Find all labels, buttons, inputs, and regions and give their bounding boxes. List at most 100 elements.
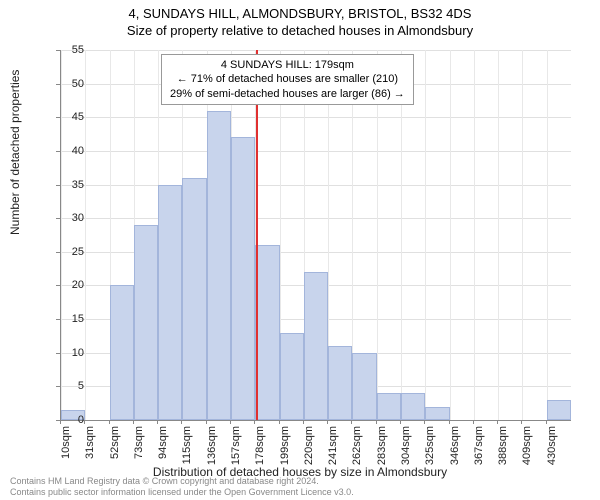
xtick-label: 31sqm [84, 426, 96, 466]
annotation-line-3: 29% of semi-detached houses are larger (… [170, 88, 405, 100]
xtick-label: 220sqm [303, 426, 315, 466]
gridline-v [377, 50, 378, 420]
annotation-line-1: 4 SUNDAYS HILL: 179sqm [221, 59, 354, 71]
ytick [56, 353, 60, 354]
plot-area: 4 SUNDAYS HILL: 179sqm ← 71% of detached … [60, 50, 571, 421]
ytick-label: 0 [78, 414, 84, 426]
ytick-label: 15 [72, 313, 84, 325]
gridline-v [450, 50, 451, 420]
histogram-bar [280, 333, 304, 420]
xtick-label: 430sqm [546, 426, 558, 466]
gridline-h [61, 50, 571, 51]
xtick [449, 420, 450, 424]
xtick [376, 420, 377, 424]
gridline-v [61, 50, 62, 420]
gridline-v [522, 50, 523, 420]
histogram-bar [134, 225, 158, 420]
histogram-bar [207, 111, 231, 420]
xtick-label: 52sqm [109, 426, 121, 466]
gridline-v [425, 50, 426, 420]
histogram-chart: 4, SUNDAYS HILL, ALMONDSBURY, BRISTOL, B… [0, 0, 600, 500]
xtick [206, 420, 207, 424]
footer-attribution: Contains HM Land Registry data © Crown c… [10, 476, 354, 498]
ytick-label: 30 [72, 212, 84, 224]
histogram-bar [328, 346, 352, 420]
ytick-label: 5 [78, 380, 84, 392]
histogram-bar [110, 285, 134, 420]
xtick [109, 420, 110, 424]
xtick [133, 420, 134, 424]
xtick [521, 420, 522, 424]
xtick [303, 420, 304, 424]
histogram-bar [255, 245, 279, 420]
xtick [546, 420, 547, 424]
histogram-bar [352, 353, 376, 420]
xtick-label: 136sqm [206, 426, 218, 466]
xtick-label: 367sqm [473, 426, 485, 466]
xtick [181, 420, 182, 424]
xtick [400, 420, 401, 424]
gridline-h [61, 151, 571, 152]
xtick-label: 283sqm [376, 426, 388, 466]
xtick [473, 420, 474, 424]
gridline-v [547, 50, 548, 420]
gridline-v [85, 50, 86, 420]
xtick-label: 157sqm [230, 426, 242, 466]
xtick-label: 346sqm [449, 426, 461, 466]
ytick-label: 10 [72, 347, 84, 359]
ytick [56, 285, 60, 286]
xtick-label: 115sqm [181, 426, 193, 466]
xtick [327, 420, 328, 424]
histogram-bar [547, 400, 571, 420]
gridline-v [401, 50, 402, 420]
ytick [56, 386, 60, 387]
annotation-line-2: ← 71% of detached houses are smaller (21… [177, 73, 398, 85]
xtick-label: 409sqm [521, 426, 533, 466]
ytick [56, 117, 60, 118]
xtick [254, 420, 255, 424]
histogram-bar [425, 407, 449, 420]
ytick [56, 252, 60, 253]
xtick [230, 420, 231, 424]
gridline-h [61, 218, 571, 219]
annotation-box: 4 SUNDAYS HILL: 179sqm ← 71% of detached … [161, 54, 414, 105]
xtick [279, 420, 280, 424]
ytick-label: 25 [72, 246, 84, 258]
ytick-label: 50 [72, 78, 84, 90]
histogram-bar [158, 185, 182, 420]
xtick [84, 420, 85, 424]
xtick [424, 420, 425, 424]
xtick-label: 178sqm [254, 426, 266, 466]
footer-line-1: Contains HM Land Registry data © Crown c… [10, 476, 319, 486]
xtick-label: 10sqm [60, 426, 72, 466]
histogram-bar [182, 178, 206, 420]
ytick [56, 84, 60, 85]
xtick-label: 388sqm [497, 426, 509, 466]
chart-title: 4, SUNDAYS HILL, ALMONDSBURY, BRISTOL, B… [0, 6, 600, 21]
gridline-h [61, 185, 571, 186]
ytick [56, 218, 60, 219]
ytick-label: 20 [72, 279, 84, 291]
gridline-v [474, 50, 475, 420]
xtick-label: 73sqm [133, 426, 145, 466]
xtick-label: 325sqm [424, 426, 436, 466]
xtick-label: 199sqm [279, 426, 291, 466]
xtick-label: 94sqm [157, 426, 169, 466]
chart-subtitle: Size of property relative to detached ho… [0, 23, 600, 38]
xtick-label: 304sqm [400, 426, 412, 466]
xtick-label: 262sqm [351, 426, 363, 466]
footer-line-2: Contains public sector information licen… [10, 487, 354, 497]
gridline-v [498, 50, 499, 420]
histogram-bar [304, 272, 328, 420]
xtick [60, 420, 61, 424]
xtick [497, 420, 498, 424]
ytick-label: 55 [72, 44, 84, 56]
ytick [56, 50, 60, 51]
histogram-bar [401, 393, 425, 420]
xtick-label: 241sqm [327, 426, 339, 466]
ytick-label: 40 [72, 145, 84, 157]
ytick-label: 35 [72, 179, 84, 191]
marker-line [256, 50, 258, 420]
gridline-h [61, 117, 571, 118]
xtick [157, 420, 158, 424]
